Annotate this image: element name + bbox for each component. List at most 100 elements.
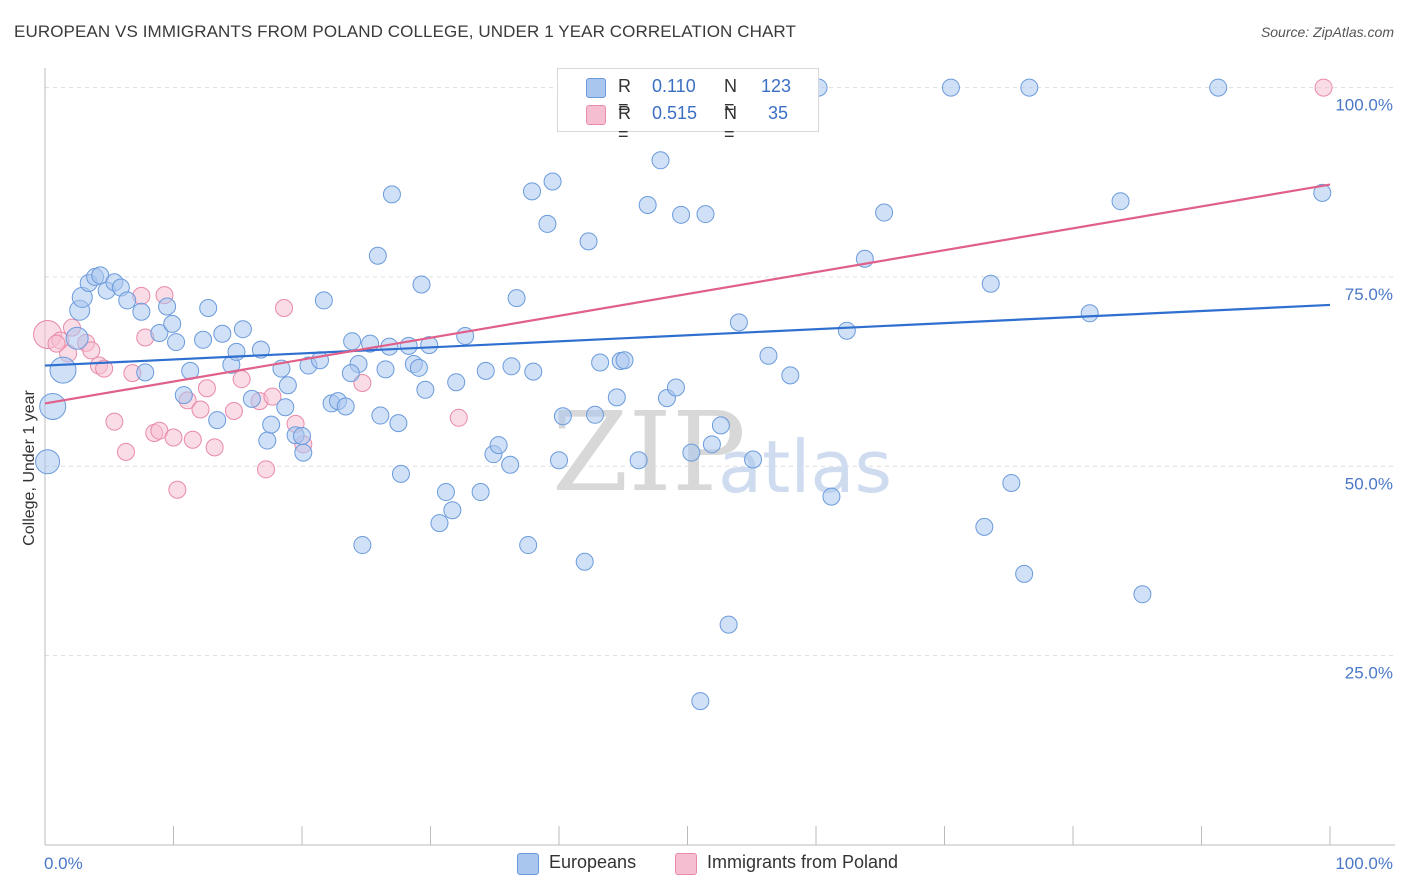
- point-europeans: [1133, 585, 1152, 604]
- point-europeans: [476, 361, 495, 380]
- point-europeans: [353, 536, 372, 555]
- point-europeans: [276, 398, 295, 417]
- point-europeans: [35, 449, 61, 475]
- point-europeans: [251, 340, 270, 359]
- point-europeans: [314, 291, 333, 310]
- point-europeans: [1015, 564, 1034, 583]
- point-europeans: [336, 397, 355, 416]
- point-poland: [224, 401, 243, 420]
- point-europeans: [553, 407, 572, 426]
- point-poland: [105, 412, 124, 431]
- point-europeans: [278, 376, 297, 395]
- point-europeans: [682, 443, 701, 462]
- legend-n-label: N =: [724, 76, 737, 117]
- point-europeans: [696, 205, 715, 224]
- point-europeans: [538, 214, 557, 233]
- bottom-legend-swatch-poland: [675, 853, 697, 875]
- point-europeans: [132, 302, 151, 321]
- point-europeans: [174, 386, 193, 405]
- correlation-legend: R = 0.110 N = 123 R = 0.515 N = 35: [557, 68, 819, 144]
- point-europeans: [837, 321, 856, 340]
- point-europeans: [638, 195, 657, 214]
- point-europeans: [194, 330, 213, 349]
- point-europeans: [607, 388, 626, 407]
- point-europeans: [258, 431, 277, 450]
- point-europeans: [213, 324, 232, 343]
- chart-source: Source: ZipAtlas.com: [1260, 24, 1394, 40]
- point-poland: [95, 359, 114, 378]
- point-europeans: [502, 357, 521, 376]
- point-europeans: [519, 536, 538, 555]
- legend-r-label: R =: [618, 103, 631, 144]
- legend-r-value: 0.110: [652, 76, 696, 96]
- point-europeans: [371, 406, 390, 425]
- point-europeans: [382, 185, 401, 204]
- point-europeans: [391, 464, 410, 483]
- point-poland: [449, 408, 468, 427]
- point-europeans: [208, 411, 227, 430]
- point-europeans: [420, 336, 439, 355]
- point-poland: [353, 373, 372, 392]
- point-europeans: [341, 364, 360, 383]
- x-tick-label: 0.0%: [44, 854, 83, 873]
- point-europeans: [199, 298, 218, 317]
- point-europeans: [702, 435, 721, 454]
- y-tick-label: 50.0%: [1345, 474, 1393, 493]
- bottom-legend-swatch-europeans: [517, 853, 539, 875]
- grid-lines: [45, 87, 1395, 657]
- y-tick-label: 25.0%: [1345, 664, 1393, 683]
- point-europeans: [150, 323, 169, 342]
- point-europeans: [591, 353, 610, 372]
- watermark-atlas: atlas: [718, 425, 892, 509]
- point-europeans: [436, 483, 455, 502]
- point-poland: [232, 370, 251, 389]
- point-europeans: [615, 351, 634, 370]
- point-europeans: [759, 346, 778, 365]
- point-europeans: [443, 501, 462, 520]
- point-poland: [1314, 78, 1333, 97]
- point-europeans: [489, 436, 508, 455]
- bottom-legend-label-poland: Immigrants from Poland: [707, 852, 899, 872]
- point-europeans: [507, 289, 526, 308]
- point-poland: [263, 387, 282, 406]
- point-europeans: [781, 366, 800, 385]
- point-europeans: [672, 205, 691, 224]
- point-europeans: [49, 356, 77, 384]
- point-europeans: [389, 414, 408, 433]
- point-europeans: [822, 487, 841, 506]
- point-europeans: [39, 392, 67, 420]
- point-europeans: [294, 443, 313, 462]
- point-europeans: [543, 172, 562, 191]
- point-europeans: [310, 351, 329, 370]
- point-poland: [183, 430, 202, 449]
- point-europeans: [430, 514, 449, 533]
- series-europeans-points: [35, 78, 1332, 711]
- point-europeans: [1020, 78, 1039, 97]
- legend-swatch-europeans: [586, 78, 606, 98]
- point-poland: [168, 480, 187, 499]
- point-poland: [116, 442, 135, 461]
- point-europeans: [368, 246, 387, 265]
- point-poland: [257, 460, 276, 479]
- point-europeans: [471, 483, 490, 502]
- point-europeans: [293, 426, 311, 445]
- series-poland-points: [33, 78, 1333, 499]
- point-europeans: [629, 451, 648, 470]
- point-poland: [82, 341, 101, 360]
- y-axis-label: College, Under 1 year: [21, 390, 38, 546]
- y-tick-label: 100.0%: [1335, 96, 1393, 115]
- point-europeans: [412, 275, 431, 294]
- point-poland: [191, 400, 210, 419]
- point-europeans: [575, 552, 594, 571]
- point-europeans: [262, 415, 281, 434]
- point-europeans: [666, 378, 685, 397]
- legend-n-label: N =: [724, 103, 737, 144]
- point-europeans: [1313, 183, 1332, 202]
- point-poland: [275, 298, 294, 317]
- point-europeans: [416, 380, 435, 399]
- bottom-legend-label-europeans: Europeans: [549, 852, 637, 872]
- point-poland: [47, 334, 66, 353]
- legend-n-value: 123: [761, 76, 792, 96]
- point-europeans: [550, 451, 568, 470]
- point-europeans: [233, 320, 252, 339]
